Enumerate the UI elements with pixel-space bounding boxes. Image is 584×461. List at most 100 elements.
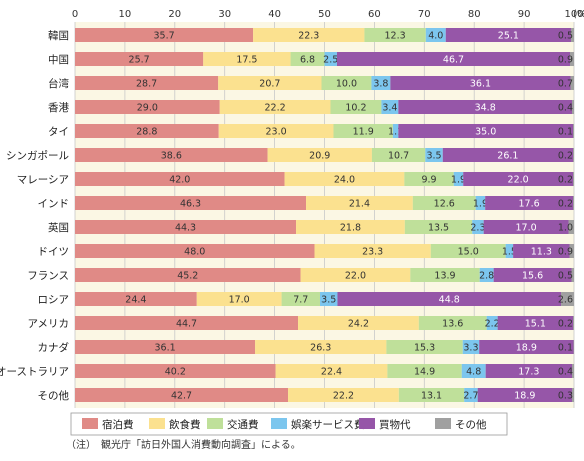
bar-segment: [463, 172, 574, 186]
legend-label: 宿泊費: [102, 418, 134, 431]
data-label: 0.2: [558, 199, 573, 210]
data-label: 24.4: [125, 295, 146, 306]
data-label: 17.5: [236, 55, 257, 66]
bar-segment: [324, 52, 337, 66]
x-tick-label: 10: [119, 9, 132, 20]
bar-segment: [75, 364, 276, 378]
data-label: 2.5: [323, 55, 338, 66]
x-tick-label: 100: [564, 9, 583, 20]
data-label: 11.3: [531, 247, 552, 258]
legend-swatch: [149, 418, 165, 429]
category-label: フランス: [27, 270, 69, 282]
data-label: 38.6: [161, 151, 182, 162]
data-label: 22.4: [321, 367, 342, 378]
data-label: 3.5: [426, 151, 441, 162]
category-label: タイ: [48, 126, 69, 138]
data-label: 3.3: [463, 343, 478, 354]
bar-segment: [568, 220, 574, 234]
bar-segment: [572, 364, 574, 378]
legend-swatch: [82, 418, 98, 429]
bar-segment: [573, 124, 574, 138]
data-label: 25.7: [129, 55, 150, 66]
data-label: 28.7: [136, 79, 157, 90]
data-label: 0.5: [558, 31, 573, 42]
data-label: 40.2: [165, 367, 186, 378]
bar-segment: [505, 244, 514, 258]
bar-segment: [196, 292, 282, 306]
data-label: 0.5: [558, 271, 573, 282]
bar-segment: [570, 76, 574, 90]
category-label: その他: [38, 389, 70, 402]
data-label: 36.1: [154, 343, 175, 354]
data-label: 13.1: [421, 391, 442, 402]
category-label: 英国: [48, 221, 69, 234]
data-label: 17.3: [518, 367, 539, 378]
bar-segment: [371, 148, 426, 162]
bar-segment: [462, 340, 480, 354]
x-tick-label: 80: [468, 9, 481, 20]
category-label: 台湾: [48, 77, 69, 90]
data-label: 1.5: [502, 247, 517, 258]
data-label: 45.2: [177, 271, 198, 282]
data-label: 46.3: [180, 199, 201, 210]
data-label: 0.3: [558, 391, 573, 402]
data-label: 22.3: [298, 31, 319, 42]
legend-swatch: [359, 418, 375, 429]
bar-segment: [75, 244, 315, 258]
legend-label: その他: [455, 418, 487, 431]
data-label: 21.8: [340, 223, 361, 234]
bar-segment: [404, 220, 473, 234]
data-label: 17.0: [229, 295, 250, 306]
legend-label: 飲食費: [169, 418, 201, 431]
data-label: 17.0: [516, 223, 537, 234]
data-label: 10.7: [388, 151, 409, 162]
data-label: 21.4: [349, 199, 370, 210]
data-label: 10.0: [336, 79, 357, 90]
legend-label: 交通費: [227, 418, 259, 431]
bar-segment: [75, 292, 197, 306]
bar-segment: [573, 172, 574, 186]
bar-segment: [418, 316, 487, 330]
data-label: 22.2: [265, 103, 286, 114]
x-tick-label: 60: [368, 9, 381, 20]
data-label: 1.1: [388, 127, 403, 138]
bar-segment: [561, 292, 574, 306]
data-label: 26.3: [310, 343, 331, 354]
bar-segment: [320, 292, 338, 306]
data-label: 46.7: [443, 55, 464, 66]
data-label: 23.0: [266, 127, 287, 138]
data-label: 48.0: [184, 247, 205, 258]
bar-segment: [392, 124, 399, 138]
bar-segment: [571, 28, 574, 42]
bar-segment: [296, 220, 405, 234]
category-label: シンガポール: [6, 150, 69, 162]
bar-segment: [330, 100, 382, 114]
data-label: 22.0: [345, 271, 366, 282]
bar-segment: [445, 28, 572, 42]
bar-segment: [218, 76, 322, 90]
data-label: 22.2: [333, 391, 354, 402]
data-label: 26.1: [497, 151, 518, 162]
x-tick-label: 70: [418, 9, 431, 20]
bar-segment: [412, 196, 476, 210]
bar-segment: [398, 100, 573, 114]
bar-segment: [477, 388, 573, 402]
bar-segment: [404, 172, 454, 186]
data-label: 15.6: [522, 271, 543, 282]
bar-segment: [75, 172, 285, 186]
data-label: 0.2: [558, 175, 573, 186]
bar-segment: [314, 244, 431, 258]
category-label: インド: [38, 198, 70, 210]
bar-segment: [386, 340, 463, 354]
bar-segment: [75, 316, 299, 330]
data-label: 36.1: [470, 79, 491, 90]
bar-segment: [573, 196, 574, 210]
bar-segment: [219, 100, 331, 114]
bar-segment: [253, 28, 365, 42]
data-label: 4.0: [428, 31, 443, 42]
category-label: 香港: [48, 102, 69, 114]
data-label: 1.9: [451, 175, 466, 186]
bar-segment: [381, 100, 399, 114]
bar-segment: [425, 148, 443, 162]
